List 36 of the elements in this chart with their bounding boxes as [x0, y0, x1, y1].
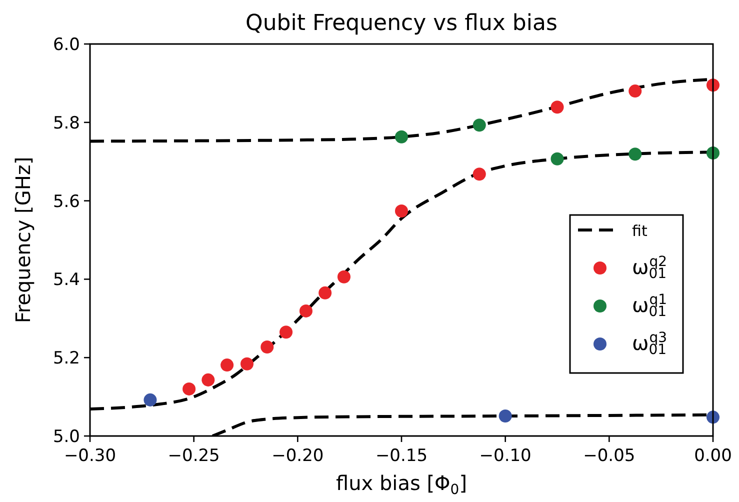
- point: [498, 410, 512, 422]
- y-tick-label: 5.8: [52, 113, 80, 134]
- point: [628, 148, 642, 161]
- y-axis-title: Frequency [GHz]: [11, 156, 35, 324]
- chart-title: Qubit Frequency vs flux bias: [246, 11, 558, 36]
- y-tick-label: 5.6: [52, 192, 80, 212]
- point: [337, 270, 350, 284]
- x-tick-label: −0.05: [583, 446, 636, 466]
- x-tick-label: −0.20: [272, 446, 324, 466]
- point: [628, 84, 642, 98]
- y-tick-label: 6.0: [52, 35, 80, 55]
- x-tick-label: −0.15: [375, 446, 428, 466]
- point: [299, 304, 312, 318]
- point: [394, 130, 408, 144]
- point: [144, 393, 157, 406]
- x-tick-label: −0.30: [64, 446, 116, 466]
- x-tick-label: −0.10: [479, 446, 532, 466]
- point: [220, 358, 234, 372]
- x-tick-label: −0.25: [168, 446, 220, 466]
- y-tick-label: 5.4: [52, 270, 80, 290]
- point: [394, 204, 408, 218]
- point: [318, 286, 332, 300]
- y-tick-label: 5.0: [52, 427, 80, 447]
- point: [240, 357, 254, 370]
- point: [472, 168, 486, 181]
- x-tick-label: 0.00: [694, 446, 732, 466]
- point: [472, 118, 486, 132]
- y-tick-label: 5.2: [52, 348, 80, 369]
- point: [280, 326, 293, 339]
- point: [260, 340, 274, 354]
- x-axis-title: flux bias [Φ$_{0}$]: [336, 471, 468, 498]
- point: [182, 382, 196, 396]
- point: [202, 373, 215, 386]
- point: [550, 152, 564, 166]
- legend-label: fit: [632, 222, 648, 240]
- point: [550, 100, 564, 114]
